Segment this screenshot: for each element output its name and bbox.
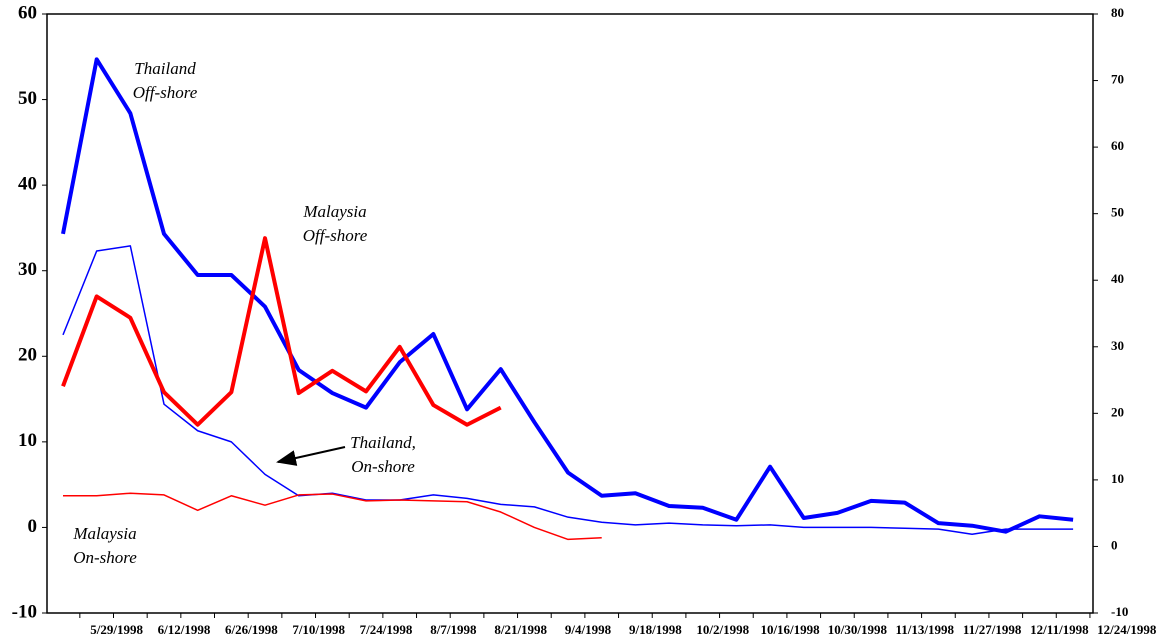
y2-tick-label: 50 (1111, 205, 1124, 220)
x-tick-label: 11/13/1998 (895, 622, 954, 637)
y2-tick-label: 10 (1111, 471, 1124, 486)
series-line (61, 57, 1074, 534)
y2-tick-label: 0 (1111, 537, 1118, 552)
x-tick-label: 8/7/1998 (430, 622, 477, 637)
x-tick-label: 8/21/1998 (494, 622, 547, 637)
annotation: Off-shore (133, 83, 198, 102)
plot-frame (46, 13, 1094, 614)
y2-tick-label: 20 (1111, 404, 1124, 419)
y-tick-label: 40 (18, 174, 37, 195)
y2-tick-label: 80 (1111, 5, 1124, 20)
x-tick-label: 12/24/1998 (1097, 622, 1157, 637)
x-tick-label: 6/26/1998 (225, 622, 278, 637)
annotation: Malaysia (72, 524, 136, 543)
y-tick-label: 20 (18, 345, 37, 366)
annotation: Thailand, (350, 433, 416, 452)
arrow (276, 446, 346, 466)
x-tick-label: 9/18/1998 (629, 622, 682, 637)
annotation: Off-shore (303, 226, 368, 245)
x-tick-label: 7/10/1998 (292, 622, 345, 637)
series-line (62, 245, 1074, 536)
annotation: Thailand (134, 59, 196, 78)
x-tick-label: 9/4/1998 (565, 622, 612, 637)
x-tick-label: 11/27/1998 (963, 622, 1022, 637)
y2-tick-label: 40 (1111, 271, 1124, 286)
x-tick-label: 10/16/1998 (760, 622, 820, 637)
x-tick-label: 12/11/1998 (1030, 622, 1089, 637)
annotation: On-shore (351, 457, 415, 476)
x-tick-label: 5/29/1998 (90, 622, 143, 637)
y2-tick-label: 60 (1111, 138, 1124, 153)
x-tick-label: 7/24/1998 (360, 622, 413, 637)
y-tick-label: 50 (18, 88, 37, 109)
x-tick-label: 10/2/1998 (696, 622, 749, 637)
y-tick-label: 60 (18, 2, 37, 23)
y-tick-label: 30 (18, 259, 37, 280)
y2-tick-label: 30 (1111, 338, 1124, 353)
x-tick-label: 10/30/1998 (828, 622, 888, 637)
y2-tick-label: -10 (1111, 604, 1128, 619)
series-line (61, 236, 502, 427)
series-line (63, 492, 602, 541)
y-tick-label: -10 (12, 601, 37, 622)
y-tick-label: 10 (18, 430, 37, 451)
x-tick-label: 6/12/1998 (158, 622, 211, 637)
y2-tick-label: 70 (1111, 72, 1124, 87)
annotation: On-shore (73, 548, 137, 567)
y-tick-label: 0 (28, 516, 38, 537)
annotation: Malaysia (302, 202, 366, 221)
